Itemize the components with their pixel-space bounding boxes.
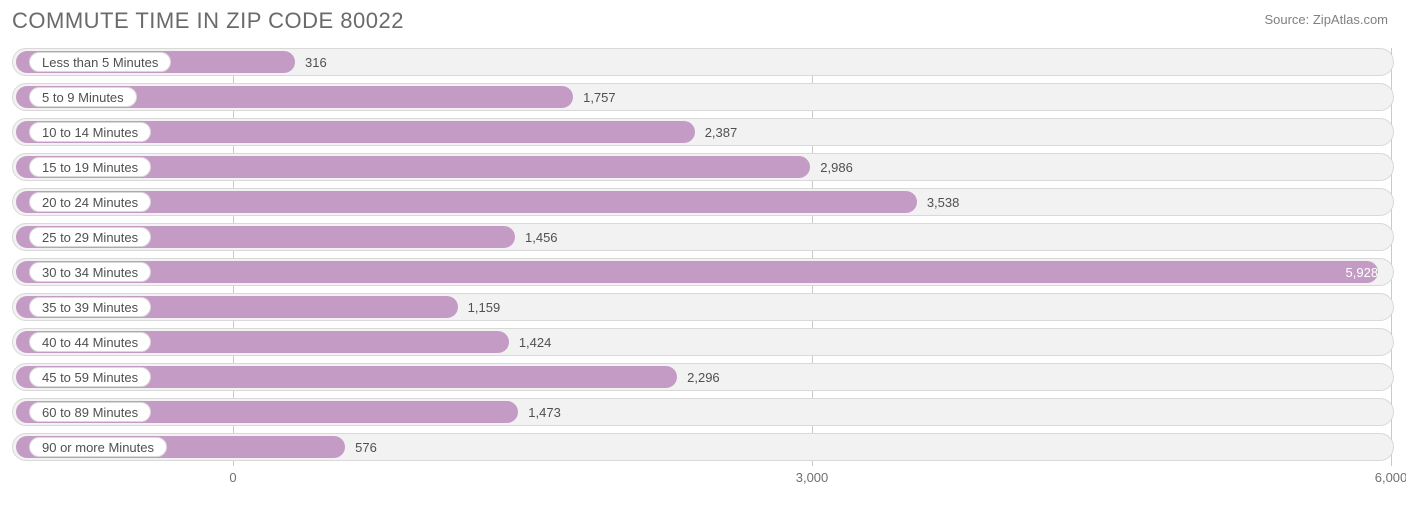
bar-value-label: 1,757 (583, 84, 616, 110)
category-pill: 20 to 24 Minutes (29, 192, 151, 212)
x-axis-tick-label: 3,000 (796, 470, 829, 485)
category-pill: 15 to 19 Minutes (29, 157, 151, 177)
category-pill: 90 or more Minutes (29, 437, 167, 457)
bar-value-label: 1,456 (525, 224, 558, 250)
bar-track: 15 to 19 Minutes 2,986 (12, 153, 1394, 181)
category-pill: 5 to 9 Minutes (29, 87, 137, 107)
bars-group: Less than 5 Minutes 316 5 to 9 Minutes 1,75… (12, 48, 1394, 461)
bar-track: 20 to 24 Minutes 3,538 (12, 188, 1394, 216)
x-axis-tick-label: 0 (229, 470, 236, 485)
bar-fill (16, 191, 917, 213)
commute-time-chart: COMMUTE TIME IN ZIP CODE 80022 Source: Z… (0, 0, 1406, 522)
bar-value-label: 5,928 (16, 259, 1378, 285)
bar-value-label: 2,986 (820, 154, 853, 180)
category-pill: 60 to 89 Minutes (29, 402, 151, 422)
bar-track: 35 to 39 Minutes 1,159 (12, 293, 1394, 321)
category-pill: 45 to 59 Minutes (29, 367, 151, 387)
bar-value-label: 1,424 (519, 329, 552, 355)
chart-title: COMMUTE TIME IN ZIP CODE 80022 (12, 8, 404, 34)
chart-header: COMMUTE TIME IN ZIP CODE 80022 Source: Z… (12, 8, 1394, 34)
bar-value-label: 2,296 (687, 364, 720, 390)
category-pill: 25 to 29 Minutes (29, 227, 151, 247)
bar-value-label: 1,159 (468, 294, 501, 320)
category-pill: 35 to 39 Minutes (29, 297, 151, 317)
bar-track: 25 to 29 Minutes 1,456 (12, 223, 1394, 251)
bar-track: 60 to 89 Minutes 1,473 (12, 398, 1394, 426)
bar-value-label: 2,387 (705, 119, 738, 145)
bar-track: Less than 5 Minutes 316 (12, 48, 1394, 76)
bar-track: 40 to 44 Minutes 1,424 (12, 328, 1394, 356)
bar-track: 45 to 59 Minutes 2,296 (12, 363, 1394, 391)
plot-area: Less than 5 Minutes 316 5 to 9 Minutes 1,75… (12, 48, 1394, 488)
bar-track: 30 to 34 Minutes5,928 (12, 258, 1394, 286)
bar-value-label: 576 (355, 434, 377, 460)
bar-track: 10 to 14 Minutes 2,387 (12, 118, 1394, 146)
category-pill: 10 to 14 Minutes (29, 122, 151, 142)
category-pill: 40 to 44 Minutes (29, 332, 151, 352)
x-axis-labels: 03,0006,000 (12, 468, 1394, 488)
bar-value-label: 1,473 (528, 399, 561, 425)
bar-track: 5 to 9 Minutes 1,757 (12, 83, 1394, 111)
category-pill: Less than 5 Minutes (29, 52, 171, 72)
x-axis-tick-label: 6,000 (1375, 470, 1406, 485)
bar-track: 90 or more Minutes 576 (12, 433, 1394, 461)
bar-value-label: 316 (305, 49, 327, 75)
bar-value-label: 3,538 (927, 189, 960, 215)
chart-source: Source: ZipAtlas.com (1264, 8, 1394, 27)
